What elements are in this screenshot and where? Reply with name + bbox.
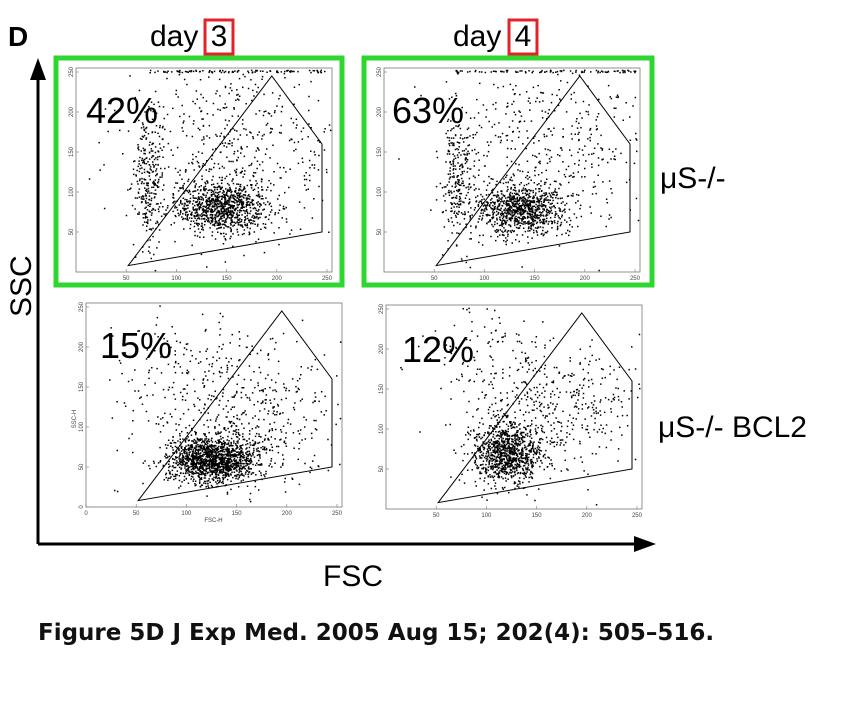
y-tick-label: 50: [69, 228, 75, 235]
y-tick-label: 50: [379, 465, 385, 472]
x-tick-label: 250: [632, 513, 643, 519]
row-label-top: μS-/-: [660, 162, 726, 195]
percentage-label: 63%: [392, 90, 464, 131]
x-tick-label: 100: [481, 513, 492, 519]
panel-letter: D: [8, 21, 28, 52]
scatter-points: [400, 307, 641, 506]
y-axis-arrowhead: [30, 58, 46, 80]
column-header-day-4: day 4: [453, 18, 539, 56]
x-tick-label: 250: [332, 511, 343, 517]
scatter-plot-top-left: 50 100 150 200 250 50 100 150 200 250: [69, 66, 333, 282]
x-tick-label: 100: [171, 276, 182, 282]
scatter-plot-bottom-left: 0 50 100 150 200 250 0 50 100 150 200 250 FSC-H SSC-H: [72, 301, 343, 524]
y-tick-label: 200: [79, 341, 85, 352]
percentage-label: 42%: [86, 90, 158, 131]
y-tick-label: 100: [69, 186, 75, 197]
gate-polygon: [435, 75, 631, 267]
figure-caption: Figure 5D J Exp Med. 2005 Aug 15; 202(4)…: [38, 620, 715, 646]
day-number-box: [507, 18, 539, 56]
column-header-prefix: day: [150, 20, 198, 53]
y-tick-label: 50: [377, 228, 383, 235]
plot-frame: [85, 302, 343, 508]
highlight-frame-day-3: [53, 55, 345, 288]
x-tick-label: 0: [84, 511, 88, 517]
y-tick-label: 250: [379, 303, 385, 314]
scatter-points: [88, 69, 332, 272]
plot-frame: [385, 304, 643, 510]
x-tick-label: 100: [479, 276, 490, 282]
x-tick-label: 200: [580, 276, 591, 282]
x-tick-label: 100: [181, 511, 192, 517]
y-tick-label: 200: [377, 106, 383, 117]
x-tick-label: 150: [222, 276, 233, 282]
y-tick-label: 150: [377, 146, 383, 157]
x-tick-label: 50: [123, 276, 130, 282]
plot-frame: [383, 67, 641, 273]
y-tick-label: 250: [79, 301, 85, 312]
y-tick-label: 150: [79, 381, 85, 392]
column-header-day-3: day 3: [150, 18, 235, 56]
y-tick-label: 250: [377, 66, 383, 77]
plot-frame: [75, 67, 333, 273]
scatter-plot-top-right: 50 100 150 200 250 50 100 150 200 250: [377, 66, 641, 282]
x-tick-label: 150: [530, 276, 541, 282]
x-axis-title: FSC: [323, 560, 383, 593]
x-tick-label: 200: [272, 276, 283, 282]
x-tick-label: 150: [532, 513, 543, 519]
y-tick-label: 0: [79, 505, 85, 509]
y-tick-label: 250: [69, 66, 75, 77]
x-tick-label: 50: [431, 276, 438, 282]
x-tick-label: 150: [232, 511, 243, 517]
y-tick-label: 200: [379, 343, 385, 354]
y-tick-label: 100: [79, 421, 85, 432]
y-tick-label: 150: [379, 383, 385, 394]
x-tick-label: 250: [322, 276, 333, 282]
y-tick-label: 50: [79, 463, 85, 470]
x-tick-label: 250: [630, 276, 641, 282]
y-tick-label: 150: [69, 146, 75, 157]
row-label-bottom: μS-/- BCL2: [658, 411, 807, 444]
x-tick-label: 200: [282, 511, 293, 517]
y-axis-small-label: SSC-H: [72, 410, 78, 429]
day-number-box: [203, 18, 235, 56]
scatter-plot-bottom-right: 50 100 150 200 250 50 100 150 200 250: [379, 303, 643, 519]
highlight-frame-day-4: [361, 55, 655, 288]
x-axis-small-label: FSC-H: [204, 518, 222, 524]
scatter-points: [398, 69, 640, 272]
column-header-number: 3: [211, 20, 228, 53]
column-header-number: 4: [515, 20, 532, 53]
gate-polygon: [127, 75, 323, 267]
y-tick-label: 200: [69, 106, 75, 117]
gate-polygon: [137, 310, 333, 502]
x-tick-label: 50: [433, 513, 440, 519]
x-tick-label: 200: [582, 513, 593, 519]
y-tick-label: 100: [379, 423, 385, 434]
x-tick-label: 50: [133, 511, 140, 517]
percentage-label: 12%: [402, 329, 474, 370]
y-axis-title: SSC: [5, 255, 38, 317]
column-header-prefix: day: [453, 20, 501, 53]
percentage-label: 15%: [100, 325, 172, 366]
y-tick-label: 100: [377, 186, 383, 197]
x-axis-arrowhead: [634, 536, 656, 552]
scatter-points: [109, 305, 342, 503]
